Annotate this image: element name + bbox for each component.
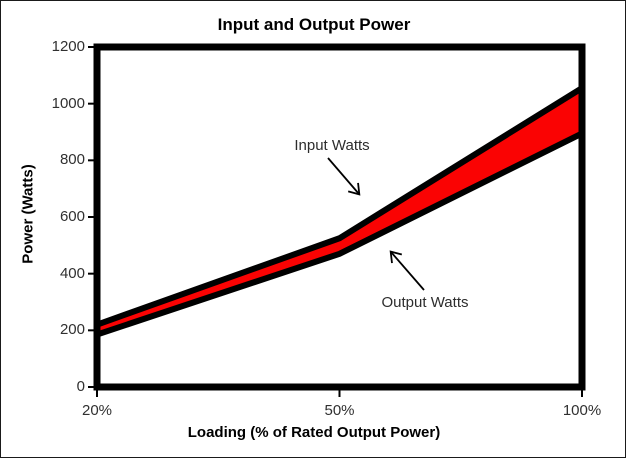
y-tick-label: 1200 xyxy=(51,38,85,55)
output-watts-line xyxy=(96,130,584,338)
y-tick-label: 600 xyxy=(59,208,85,225)
annotation-output-watts: Output Watts xyxy=(381,294,469,311)
chart-title: Input and Output Power xyxy=(217,15,411,34)
input-watts-arrow xyxy=(327,157,361,196)
y-tick-label: 800 xyxy=(59,151,85,169)
y-tick-label: 0 xyxy=(76,378,85,395)
y-tick-label: 1000 xyxy=(51,94,85,112)
power-band xyxy=(95,85,584,338)
annotation-input-watts: Input Watts xyxy=(294,137,370,154)
y-axis-title: Power (Watts) xyxy=(19,164,37,264)
input-watts-line xyxy=(95,85,584,328)
output-watts-arrow xyxy=(389,250,425,291)
x-tick-label: 100% xyxy=(562,402,602,419)
axis-ticks xyxy=(88,46,583,397)
y-tick-label: 400 xyxy=(59,264,85,282)
x-tick-label: 20% xyxy=(81,402,113,419)
y-tick-label: 200 xyxy=(59,321,85,339)
x-axis-title: Loading (% of Rated Output Power) xyxy=(187,424,441,441)
x-tick-label: 50% xyxy=(324,402,355,419)
plot-frame xyxy=(93,43,586,391)
